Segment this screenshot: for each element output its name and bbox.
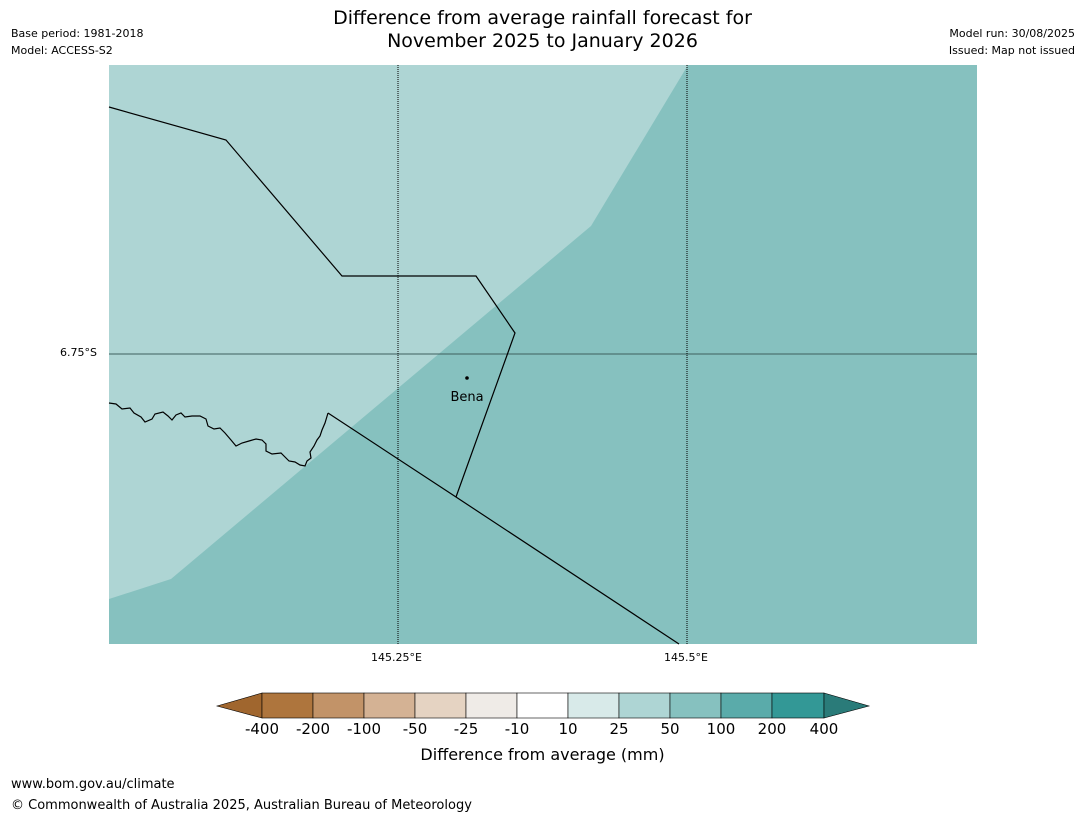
base-period-text: Base period: 1981-2018: [11, 27, 144, 40]
title-line-2: November 2025 to January 2026: [387, 30, 698, 52]
latitude-label: 6.75°S: [60, 346, 97, 359]
colorbar-swatch: [312, 692, 365, 719]
colorbar-tick-label: -10: [504, 720, 530, 738]
colorbar-swatch: [414, 692, 467, 719]
colorbar-low-extension: [215, 692, 263, 719]
footer-url[interactable]: www.bom.gov.au/climate: [11, 777, 175, 792]
colorbar-tick-label: 100: [706, 720, 736, 738]
page-title: Difference from average rainfall forecas…: [0, 7, 1085, 53]
longitude-label-1: 145.25°E: [371, 651, 422, 664]
colorbar-tick-label: -25: [453, 720, 479, 738]
colorbar-tick-label: 200: [757, 720, 787, 738]
colorbar-tick-label: 400: [809, 720, 839, 738]
colorbar-high-extension: [823, 692, 871, 719]
title-line-1: Difference from average rainfall forecas…: [333, 7, 752, 29]
colorbar-tick-label: 10: [558, 720, 578, 738]
colorbar-tick-label: 50: [660, 720, 680, 738]
colorbar-swatch: [567, 692, 620, 719]
colorbar-tick-label: -400: [244, 720, 280, 738]
colorbar-tick-label: -200: [295, 720, 331, 738]
colorbar-tick-label: -50: [402, 720, 428, 738]
colorbar-tick-label: 25: [609, 720, 629, 738]
colorbar-swatch: [516, 692, 569, 719]
colorbar-swatch: [465, 692, 518, 719]
colorbar-swatch: [363, 692, 416, 719]
colorbar-swatch: [618, 692, 671, 719]
colorbar-title: Difference from average (mm): [420, 745, 665, 764]
bena-marker: [465, 376, 469, 380]
model-text: Model: ACCESS-S2: [11, 44, 113, 57]
province-boundary-river: [108, 402, 329, 467]
province-boundary-north: [108, 106, 516, 498]
colorbar-tick-label: -100: [346, 720, 382, 738]
colorbar-swatch: [261, 692, 314, 719]
longitude-label-2: 145.5°E: [664, 651, 708, 664]
meta-right: Model run: 30/08/2025 Issued: Map not is…: [949, 25, 1075, 59]
province-boundary-south: [327, 412, 680, 645]
footer: www.bom.gov.au/climate © Commonwealth of…: [11, 774, 472, 816]
colorbar-swatch: [720, 692, 773, 719]
model-run-text: Model run: 30/08/2025: [949, 27, 1075, 40]
colorbar-swatch: [771, 692, 825, 719]
colorbar-swatch: [669, 692, 722, 719]
footer-copyright: © Commonwealth of Australia 2025, Austra…: [11, 798, 472, 813]
issued-text: Issued: Map not issued: [948, 44, 1075, 57]
bena-label: Bena: [450, 390, 483, 405]
meta-left: Base period: 1981-2018 Model: ACCESS-S2: [11, 25, 143, 59]
